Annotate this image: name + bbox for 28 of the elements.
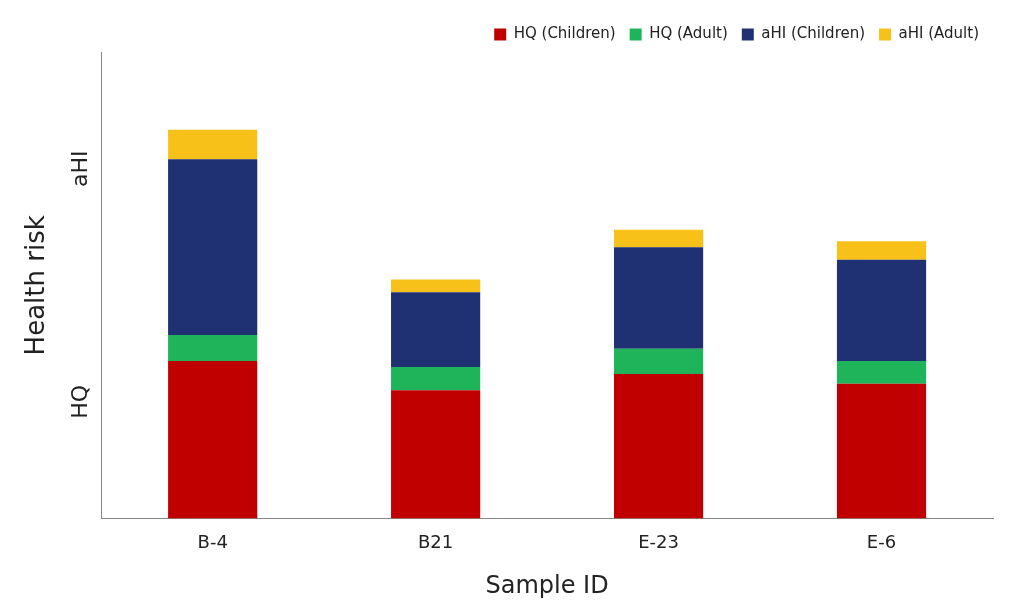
x-tick-label: B21 — [417, 531, 454, 553]
bar — [613, 373, 704, 519]
bar — [391, 366, 481, 391]
bar — [391, 390, 481, 519]
bar — [613, 247, 704, 349]
x-tick-label: E-23 — [638, 531, 679, 553]
x-axis-title: Sample ID — [485, 570, 609, 599]
legend-label: HQ (Children) — [513, 24, 616, 43]
text: aHI — [66, 150, 92, 187]
x-tick-label: B-4 — [197, 531, 228, 553]
y-axis-title: Health risk — [20, 215, 51, 356]
x-tick-label: E-6 — [866, 531, 897, 553]
bar — [168, 335, 258, 362]
legend-label: aHI (Children) — [761, 24, 866, 43]
text: HQ — [66, 385, 92, 419]
bar — [836, 241, 927, 260]
bar — [613, 229, 704, 248]
legend-label: aHI (Adult) — [898, 24, 980, 43]
bar — [168, 361, 258, 519]
bar — [836, 383, 927, 519]
bar — [168, 159, 258, 336]
legend-label: HQ (Adult) — [649, 24, 728, 43]
bar — [391, 279, 481, 293]
bar — [391, 292, 481, 367]
bar — [168, 129, 258, 160]
bar — [613, 348, 704, 374]
bar — [836, 361, 927, 384]
bar — [836, 259, 927, 362]
